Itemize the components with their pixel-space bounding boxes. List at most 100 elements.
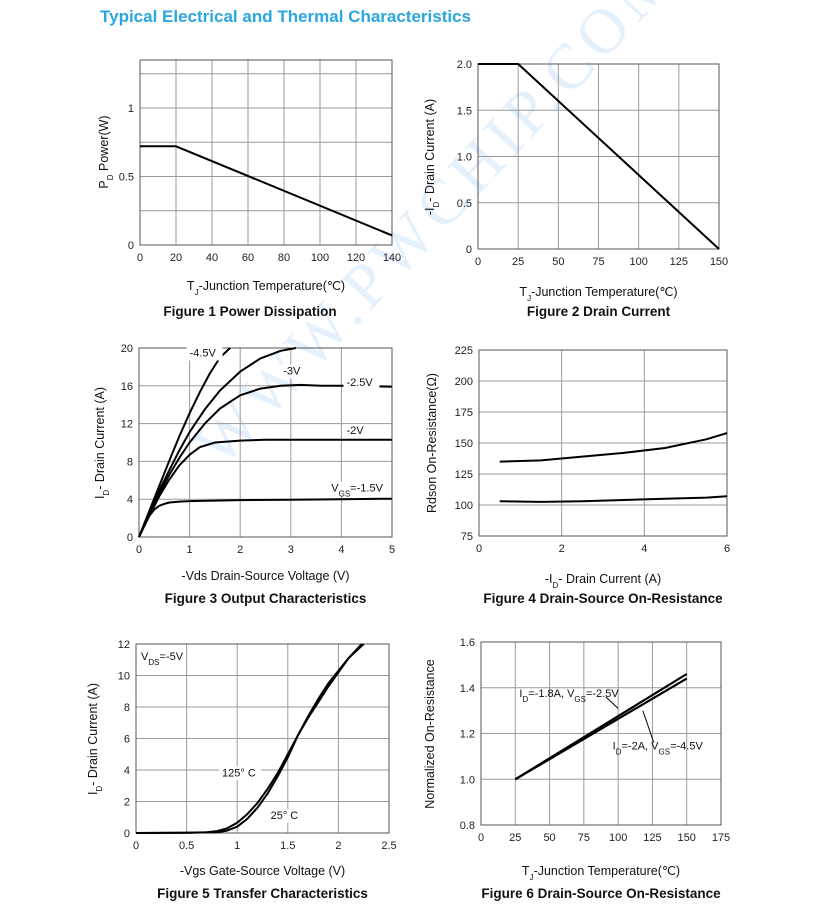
y-tick-label: 1.4 [460,683,475,695]
series-annotation: ID=-1.8A, VGS=-2.5V [519,688,619,704]
figure-caption: Figure 4 Drain-Source On-Resistance [483,591,723,606]
y-tick-label: 10 [118,671,130,683]
x-tick-label: 25 [509,832,521,844]
x-tick-label: 50 [552,256,564,268]
y-tick-label: 0 [466,244,472,256]
annotation-bg [343,375,380,390]
leader-arrow [642,710,655,743]
x-axis-label: -Vds Drain-Source Voltage (V) [181,569,349,583]
series-line-1 [499,495,728,503]
x-tick-label: 1 [187,544,193,556]
plot-frame [478,349,728,537]
y-tick-label: 1 [128,103,134,115]
x-tick-label: 0 [478,832,484,844]
x-tick-label: 25 [512,256,524,268]
y-tick-label: 150 [455,438,473,450]
y-tick-label: 12 [121,419,133,431]
y-axis-label: Rdson On-Resistance(Ω) [425,373,439,513]
y-tick-label: 8 [124,702,130,714]
series-line-1 [514,677,688,781]
y-tick-label: 225 [455,345,473,357]
x-tick-label: 150 [710,256,728,268]
series-line-0 [499,432,728,463]
y-tick-label: 16 [121,381,133,393]
annotation-bg [267,808,304,823]
series-line-0 [478,63,720,250]
series-annotation: -2V [346,425,364,437]
series-annotation: -3V [283,365,301,377]
x-tick-label: 0 [136,544,142,556]
x-tick-label: 120 [347,252,365,264]
annotation-bg [186,346,223,361]
x-tick-label: 125 [643,832,661,844]
y-tick-label: 0 [127,532,133,544]
y-tick-label: 20 [121,343,133,355]
y-axis-label: ID- Drain Current (A) [86,683,104,795]
figure-caption: Figure 6 Drain-Source On-Resistance [481,886,721,901]
x-tick-label: 140 [383,252,401,264]
x-tick-label: 100 [311,252,329,264]
y-tick-label: 1.0 [460,774,475,786]
y-tick-label: 1.6 [460,637,475,649]
figure-caption: Figure 1 Power Dissipation [163,304,336,319]
x-tick-label: 0 [137,252,143,264]
y-tick-label: 200 [455,376,473,388]
y-tick-label: 0.5 [457,198,472,210]
x-tick-label: 1 [234,840,240,852]
figure-caption: Figure 5 Transfer Characteristics [157,886,368,901]
y-tick-label: 4 [127,494,133,506]
x-axis-label: -ID- Drain Current (A) [545,572,661,590]
series-annotation: -2.5V [346,377,373,389]
x-tick-label: 0 [475,256,481,268]
series-line-0 [140,145,393,237]
y-tick-label: 2 [124,797,130,809]
y-tick-label: 12 [118,639,130,651]
x-tick-label: 150 [678,832,696,844]
figure-caption: Figure 2 Drain Current [527,304,671,319]
y-tick-label: 0 [128,240,134,252]
x-tick-label: 3 [288,544,294,556]
y-tick-label: 0 [124,828,130,840]
plot-frame [135,643,390,834]
leader-arrow [605,696,619,709]
x-axis-label: -Vgs Gate-Source Voltage (V) [180,864,345,878]
annotation-bg [280,364,305,379]
series-annotation: VGS=-1.5V [331,483,383,499]
x-tick-label: 4 [641,543,647,555]
x-tick-label: 1.5 [280,840,295,852]
y-axis-label: Normalized On-Resistance [423,659,437,808]
x-tick-label: 2 [335,840,341,852]
plot-frame [138,347,393,538]
plot-frame [480,641,722,826]
y-tick-label: 1.5 [457,105,472,117]
series-line-1 [135,643,365,834]
plot-frame [139,59,393,246]
x-tick-label: 100 [609,832,627,844]
x-tick-label: 2.5 [381,840,396,852]
x-tick-label: 80 [278,252,290,264]
y-axis-label: -ID- Drain Current (A) [423,99,441,215]
y-tick-label: 100 [455,500,473,512]
y-tick-label: 1.2 [460,729,475,741]
x-tick-label: 100 [629,256,647,268]
x-tick-label: 2 [237,544,243,556]
x-axis-label: TJ-Junction Temperature(℃) [522,864,680,882]
x-tick-label: 4 [338,544,344,556]
x-tick-label: 2 [559,543,565,555]
y-tick-label: 2.0 [457,59,472,71]
annotation-bg [219,766,262,781]
series-annotation: ID=-2A, VGS=-4.5V [613,741,704,757]
y-axis-label: PD Power(W) [97,115,115,188]
series-line-1 [138,347,297,538]
y-tick-label: 0.5 [119,171,134,183]
series-annotation: VDS=-5V [141,651,184,667]
series-line-2 [138,383,393,538]
x-tick-label: 75 [592,256,604,268]
x-tick-label: 50 [543,832,555,844]
